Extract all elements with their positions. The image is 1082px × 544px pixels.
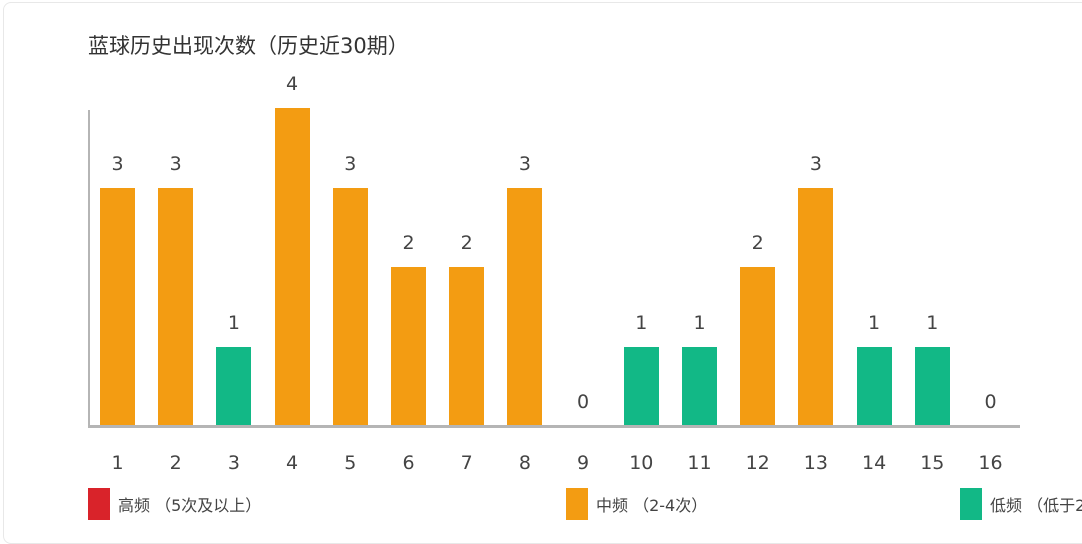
bar-12	[740, 267, 776, 426]
bar-7	[449, 267, 485, 426]
bar-15	[914, 346, 950, 426]
legend-label: 低频 （低于2次）	[990, 496, 1082, 515]
x-tick-label: 5	[344, 452, 357, 474]
x-tick-label: 9	[577, 452, 590, 474]
legend-label: 高频 （5次及以上）	[118, 496, 262, 515]
bar-6	[391, 267, 426, 426]
value-label: 2	[460, 232, 473, 254]
legend-swatch	[960, 488, 982, 520]
bar-8	[507, 187, 543, 426]
legend-item: 低频 （低于2次）	[960, 488, 1082, 520]
x-tick-label: 4	[286, 452, 299, 474]
value-label: 1	[868, 311, 881, 334]
value-label: 2	[751, 232, 764, 254]
legend-swatch	[88, 488, 110, 520]
value-label: 3	[111, 152, 124, 175]
y-axis	[88, 110, 90, 427]
value-label: 0	[984, 391, 997, 413]
value-label: 3	[518, 152, 531, 175]
x-tick-label: 7	[460, 452, 473, 474]
x-axis	[88, 425, 1020, 428]
value-label: 0	[577, 391, 590, 413]
value-label: 3	[344, 152, 357, 175]
value-label: 3	[809, 152, 822, 175]
bar-3	[216, 346, 252, 426]
bar-2	[158, 187, 194, 426]
x-tick-label: 15	[920, 452, 945, 474]
bar-5	[332, 187, 368, 426]
value-label: 2	[402, 232, 415, 254]
legend-label: 中频 （2-4次）	[596, 496, 708, 515]
chart-title: 蓝球历史出现次数（历史近30期）	[88, 34, 409, 58]
bar-11	[682, 346, 717, 426]
x-tick-label: 3	[227, 452, 240, 474]
legend-swatch	[566, 488, 588, 520]
value-label: 1	[227, 311, 240, 334]
value-label: 1	[693, 311, 706, 334]
x-tick-label: 8	[518, 452, 531, 474]
bar-1	[100, 187, 135, 426]
x-tick-label: 2	[169, 452, 182, 474]
value-label: 4	[286, 73, 299, 95]
bar-13	[798, 187, 834, 426]
value-label: 1	[926, 311, 939, 334]
bar-14	[856, 346, 892, 426]
bar-4	[274, 108, 310, 426]
x-tick-label: 6	[402, 452, 415, 474]
x-tick-label: 13	[803, 452, 828, 474]
legend-item: 中频 （2-4次）	[566, 488, 707, 520]
x-tick-label: 11	[687, 452, 712, 474]
legend-item: 高频 （5次及以上）	[88, 488, 261, 520]
x-tick-label: 12	[745, 452, 770, 474]
x-tick-label: 16	[978, 452, 1003, 474]
x-tick-label: 1	[111, 452, 124, 474]
bar-10	[623, 346, 659, 426]
value-label: 3	[169, 152, 182, 175]
x-tick-label: 14	[862, 452, 887, 474]
x-tick-label: 10	[629, 452, 654, 474]
value-label: 1	[635, 311, 648, 334]
